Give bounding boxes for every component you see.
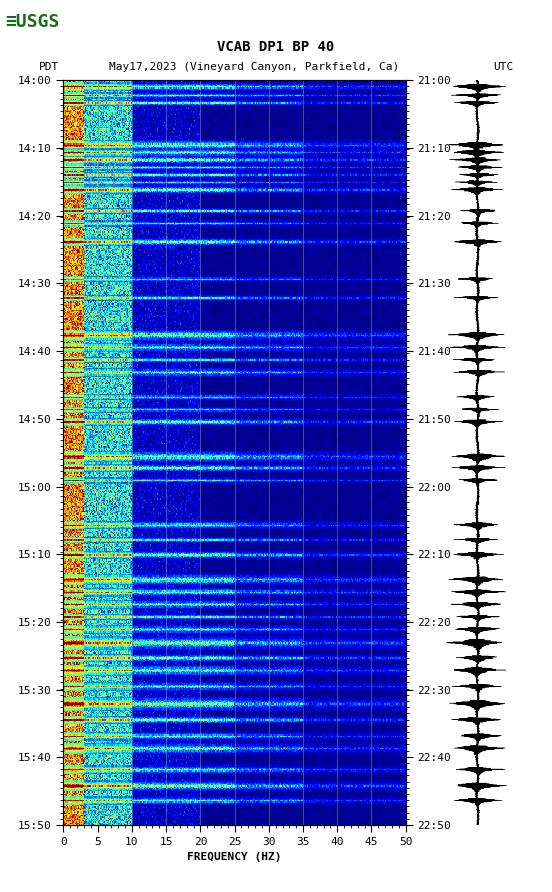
Text: ≡USGS: ≡USGS [6, 13, 60, 31]
Text: VCAB DP1 BP 40: VCAB DP1 BP 40 [217, 40, 335, 54]
X-axis label: FREQUENCY (HZ): FREQUENCY (HZ) [187, 853, 282, 863]
Text: May17,2023 (Vineyard Canyon, Parkfield, Ca): May17,2023 (Vineyard Canyon, Parkfield, … [109, 62, 399, 72]
Text: PDT: PDT [39, 62, 59, 72]
Text: UTC: UTC [493, 62, 513, 72]
